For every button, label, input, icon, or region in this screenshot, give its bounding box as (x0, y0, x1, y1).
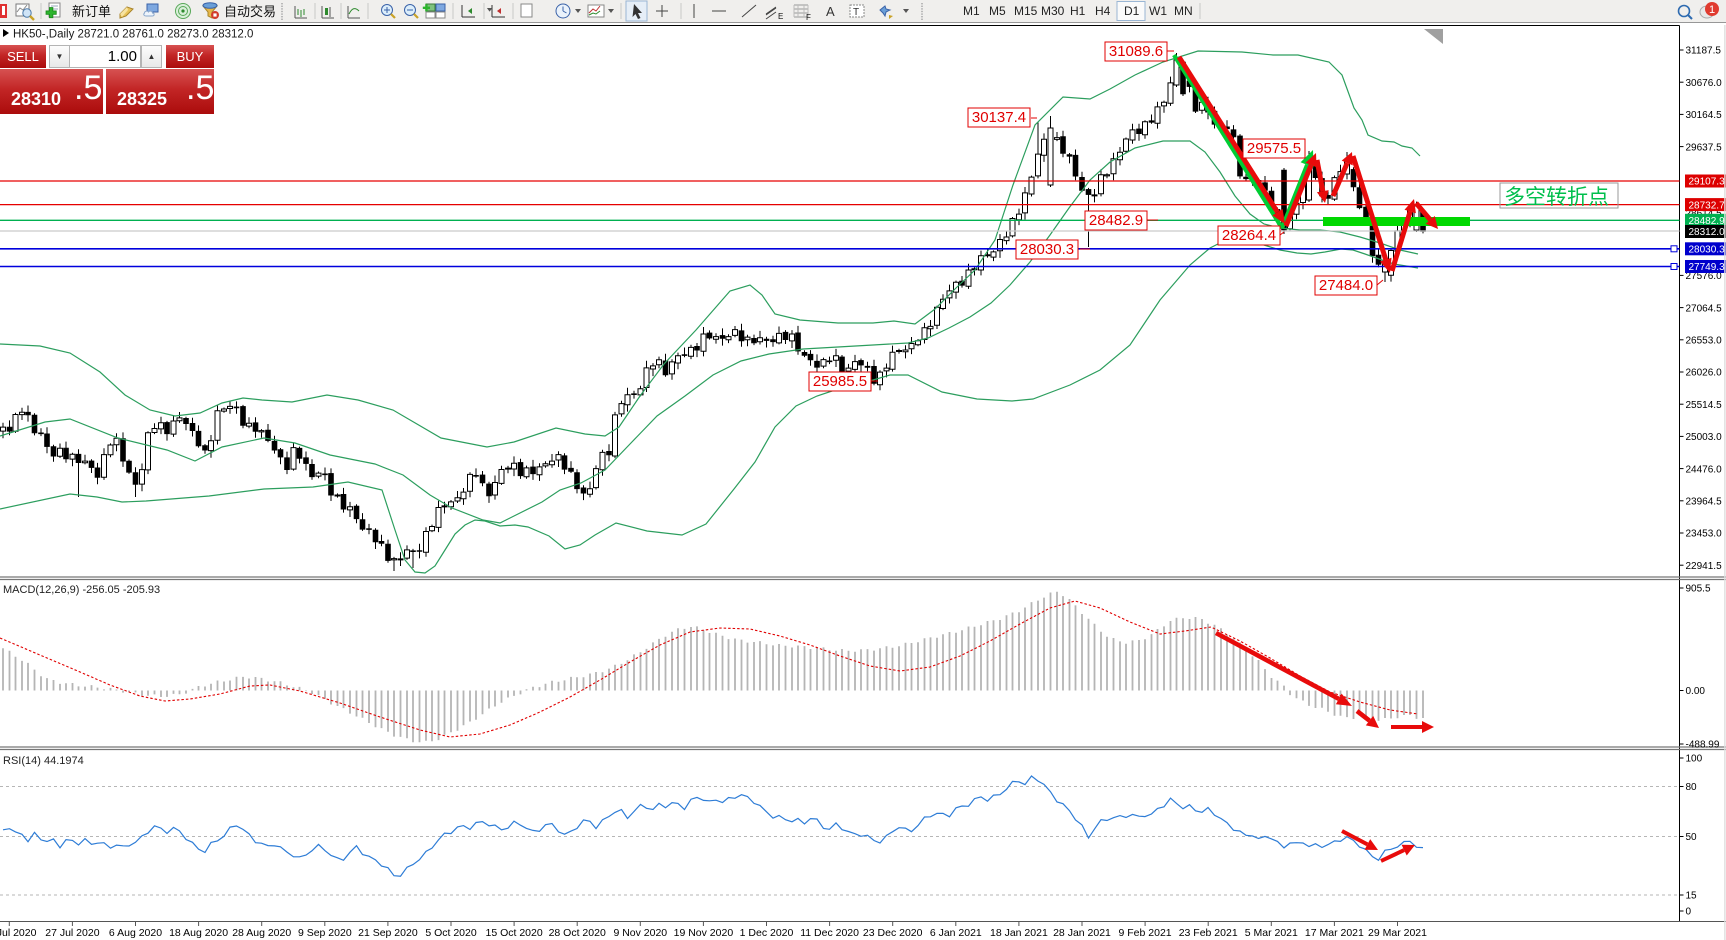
svg-text:D1: D1 (1124, 4, 1140, 18)
svg-text:29107.3: 29107.3 (1689, 177, 1726, 188)
svg-text:21 Sep 2020: 21 Sep 2020 (358, 927, 418, 939)
svg-text:9 Sep 2020: 9 Sep 2020 (298, 927, 352, 939)
svg-text:23 Dec 2020: 23 Dec 2020 (863, 927, 923, 939)
svg-text:0.00: 0.00 (1686, 686, 1706, 697)
svg-text:自动交易: 自动交易 (224, 4, 276, 19)
svg-text:15: 15 (1686, 891, 1698, 902)
svg-text:27064.5: 27064.5 (1686, 303, 1723, 314)
svg-text:28030.3: 28030.3 (1689, 245, 1726, 256)
svg-text:1 Dec 2020: 1 Dec 2020 (740, 927, 794, 939)
svg-text:5 Oct 2020: 5 Oct 2020 (425, 927, 477, 939)
svg-text:28264.4: 28264.4 (1222, 227, 1276, 244)
svg-text:RSI(14) 44.1974: RSI(14) 44.1974 (3, 755, 84, 767)
svg-text:W1: W1 (1149, 4, 1167, 18)
svg-text:80: 80 (1686, 782, 1698, 793)
svg-text:23453.0: 23453.0 (1686, 529, 1723, 540)
svg-text:24476.0: 24476.0 (1686, 464, 1723, 475)
svg-text:28482.9: 28482.9 (1689, 216, 1726, 227)
svg-text:H1: H1 (1070, 4, 1086, 18)
svg-text:100: 100 (1686, 754, 1703, 765)
svg-text:28030.3: 28030.3 (1020, 241, 1074, 258)
svg-text:28732.7: 28732.7 (1689, 200, 1726, 211)
svg-text:F: F (806, 13, 811, 22)
svg-text:27 Jul 2020: 27 Jul 2020 (45, 927, 99, 939)
svg-text:31089.6: 31089.6 (1109, 43, 1163, 60)
svg-text:29 Mar 2021: 29 Mar 2021 (1368, 927, 1427, 939)
svg-text:30676.0: 30676.0 (1686, 78, 1723, 89)
svg-text:0: 0 (1686, 907, 1692, 918)
svg-text:28 Oct 2020: 28 Oct 2020 (549, 927, 606, 939)
svg-text:26553.0: 26553.0 (1686, 336, 1723, 347)
svg-text:M1: M1 (963, 4, 980, 18)
svg-text:23 Feb 2021: 23 Feb 2021 (1179, 927, 1238, 939)
svg-text:1: 1 (1709, 4, 1715, 16)
svg-text:6 Jan 2021: 6 Jan 2021 (930, 927, 982, 939)
svg-text:M15: M15 (1014, 4, 1038, 18)
svg-text:E: E (778, 12, 783, 21)
svg-text:905.5: 905.5 (1686, 584, 1711, 595)
svg-text:15 Oct 2020: 15 Oct 2020 (485, 927, 542, 939)
svg-text:9 Feb 2021: 9 Feb 2021 (1119, 927, 1172, 939)
svg-text:25003.0: 25003.0 (1686, 432, 1723, 443)
svg-text:29575.5: 29575.5 (1247, 140, 1301, 157)
svg-text:17 Mar 2021: 17 Mar 2021 (1305, 927, 1364, 939)
svg-text:28 Jan 2021: 28 Jan 2021 (1053, 927, 1111, 939)
svg-text:MACD(12,26,9) -256.05 -205.93: MACD(12,26,9) -256.05 -205.93 (3, 584, 160, 596)
svg-text:31187.5: 31187.5 (1686, 46, 1722, 57)
svg-text:MN: MN (1174, 4, 1193, 18)
svg-text:30164.5: 30164.5 (1686, 110, 1723, 121)
svg-text:13 Jul 2020: 13 Jul 2020 (0, 927, 37, 939)
svg-text:22941.5: 22941.5 (1686, 561, 1723, 572)
svg-text:28312.0: 28312.0 (1689, 227, 1726, 238)
svg-text:9 Nov 2020: 9 Nov 2020 (613, 927, 667, 939)
svg-text:6 Aug 2020: 6 Aug 2020 (109, 927, 162, 939)
svg-text:11 Dec 2020: 11 Dec 2020 (800, 927, 859, 939)
svg-text:18 Aug 2020: 18 Aug 2020 (169, 927, 228, 939)
svg-text:新订单: 新订单 (72, 4, 111, 19)
svg-text:26026.0: 26026.0 (1686, 368, 1723, 379)
svg-text:27484.0: 27484.0 (1319, 277, 1373, 294)
svg-text:T: T (853, 7, 859, 18)
svg-text:28 Aug 2020: 28 Aug 2020 (232, 927, 291, 939)
svg-text:M5: M5 (989, 4, 1006, 18)
svg-text:50: 50 (1686, 832, 1698, 843)
svg-text:27749.3: 27749.3 (1689, 262, 1726, 273)
svg-text:27576.0: 27576.0 (1686, 271, 1723, 282)
svg-text:25514.5: 25514.5 (1686, 400, 1723, 411)
svg-text:30137.4: 30137.4 (972, 109, 1026, 126)
svg-text:A: A (826, 4, 835, 19)
svg-text:19 Nov 2020: 19 Nov 2020 (674, 927, 734, 939)
svg-text:HK50-,Daily 28721.0 28761.0 2: HK50-,Daily 28721.0 28761.0 28273.0 2831… (13, 29, 253, 41)
svg-text:23964.5: 23964.5 (1686, 497, 1723, 508)
svg-text:H4: H4 (1095, 4, 1111, 18)
svg-text:M30: M30 (1041, 4, 1065, 18)
svg-text:多空转折点: 多空转折点 (1504, 186, 1609, 209)
svg-text:-488.99: -488.99 (1686, 740, 1720, 751)
svg-text:29637.5: 29637.5 (1686, 142, 1723, 153)
svg-text:25985.5: 25985.5 (813, 373, 867, 390)
svg-text:18 Jan 2021: 18 Jan 2021 (990, 927, 1048, 939)
svg-text:5 Mar 2021: 5 Mar 2021 (1245, 927, 1298, 939)
svg-text:28482.9: 28482.9 (1089, 212, 1143, 229)
